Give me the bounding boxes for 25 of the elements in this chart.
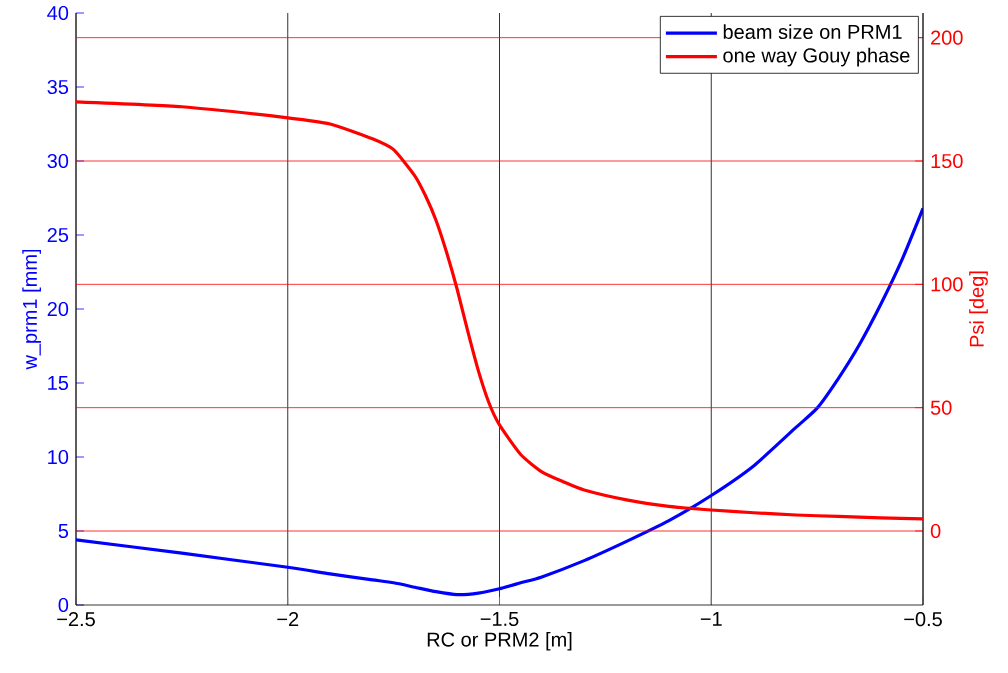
y-tick-label: 40 [47, 5, 69, 21]
x-tick-label: −1.5 [480, 612, 519, 627]
y-tick-label: 5 [58, 524, 69, 538]
y2-axis-title: Psi [deg] [969, 271, 988, 347]
y-tick-label: 10 [48, 449, 69, 465]
x-tick-label: −1 [700, 612, 722, 626]
y2-tick-label: 100 [931, 277, 963, 292]
y2-tick-label: 0 [930, 523, 941, 539]
x-tick-label: −0.5 [904, 612, 942, 627]
y-tick-label: 30 [47, 153, 69, 169]
y2-tick-label: 50 [930, 400, 952, 415]
y-tick-label: 20 [47, 301, 69, 317]
y-tick-label: 35 [47, 79, 69, 95]
x-axis-title: RC or PRM2 [m] [427, 631, 572, 651]
legend-label: beam size on PRM1 [723, 24, 902, 40]
y-tick-label: 0 [58, 597, 69, 613]
line-series [76, 206, 924, 597]
x-tick-label: −2.5 [57, 612, 95, 627]
y-tick-label: 25 [47, 227, 69, 243]
y-axis-title: w_prm1 [mm] [22, 249, 41, 370]
x-tick-label: −2 [277, 612, 299, 627]
y2-tick-label: 200 [931, 30, 963, 45]
y2-tick-label: 150 [931, 153, 963, 169]
legend-label: one way Gouy phase [723, 47, 910, 67]
y-tick-label: 15 [48, 376, 69, 390]
